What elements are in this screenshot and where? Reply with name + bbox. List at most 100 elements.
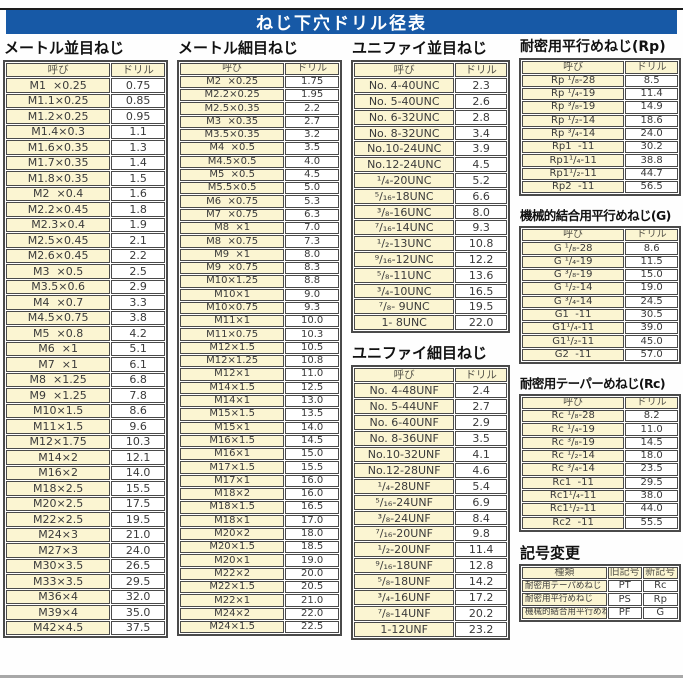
table-row: M11×0.75 10.3	[180, 328, 339, 341]
name-cell: M39×4	[6, 605, 111, 620]
value-cell: 38.0	[625, 489, 678, 503]
name-cell: 耐密用テーパめねじ	[522, 580, 607, 593]
table-row: M5 ×0.5 4.5	[180, 168, 339, 182]
value-cell: 17.0	[285, 514, 339, 527]
table-row: No.12-28UNF 4.6	[354, 462, 507, 478]
page-title-bar: ねじ下穴ドリル径表	[6, 8, 677, 34]
value-cell: 11.4	[455, 542, 507, 558]
name-cell: M11×0.75	[180, 328, 285, 341]
value-cell: 14.5	[625, 436, 678, 450]
table-row: M17×1.5 15.5	[180, 461, 339, 474]
table-row: 耐密用平行めねじ PS Rp	[522, 593, 678, 606]
table-row: ⁵/₈-18UNF 14.2	[354, 574, 507, 590]
table-rc: 呼び ドリル Rc ¹/₈-28 8.2 Rc ¹/₄-19 11.0 Rc ³/₈-19 1…	[519, 393, 681, 532]
header-row: 種類 旧記号 新記号	[522, 567, 678, 580]
value-cell: 5.0	[285, 182, 339, 195]
name-cell: M8 ×1	[180, 222, 285, 235]
name-cell: G1¹/₂-11	[522, 335, 625, 348]
name-cell: No. 8-36UNF	[354, 431, 455, 446]
table-row: ¹/₄-20UNC 5.2	[354, 173, 507, 188]
value-cell: 2.1	[111, 233, 165, 248]
column-pipe-threads: 耐密用平行めねじ(Rp) 呼び ドリル Rp ¹/₈-28 8.5 Rp ¹/₄-19 1…	[519, 39, 681, 622]
value-cell: 11.4	[625, 87, 678, 101]
name-cell: No. 4-48UNF	[354, 383, 455, 399]
value-cell: 1.8	[111, 202, 165, 217]
value-cell: 10.3	[111, 434, 165, 449]
name-cell: M15×1	[180, 421, 285, 434]
value-cell: 9.3	[455, 220, 507, 236]
table-row: 1-12UNF 23.2	[354, 621, 507, 637]
value-cell: 18.6	[625, 114, 678, 127]
name-cell: M5.5×0.5	[180, 182, 285, 195]
value-cell: 1.75	[285, 75, 339, 89]
name-cell: M4.5×0.75	[6, 310, 111, 325]
table-row: No. 8-36UNF 3.5	[354, 431, 507, 446]
value-cell: 14.5	[285, 434, 339, 448]
name-cell: M1.2×0.25	[6, 109, 111, 124]
table-row: M4 ×0.7 3.3	[6, 295, 165, 310]
table-row: Rc ³/₄-14 23.5	[522, 463, 678, 476]
value-cell: 2.2	[111, 248, 165, 263]
value-cell: 17.5	[111, 496, 165, 511]
column-header: ドリル	[455, 62, 507, 78]
name-cell: ¹/₄-20UNC	[354, 173, 455, 188]
header-row: 呼び ドリル	[522, 229, 678, 242]
name-cell: M18×1	[180, 514, 285, 527]
table-row: Rc ³/₈-19 14.5	[522, 436, 678, 450]
table-row: ⁵/₈-11UNC 13.6	[354, 267, 507, 283]
column-header: 呼び	[522, 396, 625, 410]
table-row: M39×4 35.0	[6, 605, 165, 620]
table-row: 1- 8UNC 22.0	[354, 315, 507, 331]
value-cell: 3.4	[455, 125, 507, 141]
table-row: M4 ×0.5 3.5	[180, 142, 339, 155]
value-cell: 20.0	[285, 567, 339, 581]
value-cell: 2.6	[455, 94, 507, 109]
table-row: Rc1¹/₂-11 44.0	[522, 503, 678, 516]
name-cell: No. 8-32UNC	[354, 125, 455, 141]
table-row: M1 ×0.25 0.75	[6, 78, 165, 93]
value-cell: PF	[607, 606, 642, 619]
name-cell: G ³/₄-14	[522, 295, 625, 308]
table-row: M12×1 11.0	[180, 368, 339, 381]
table-row: Rc2 -11 55.5	[522, 516, 678, 529]
column-header: 呼び	[354, 62, 455, 78]
value-cell: 22.0	[455, 315, 507, 331]
name-cell: M14×1.5	[180, 381, 285, 394]
table-row: M7 ×0.75 6.3	[180, 208, 339, 222]
name-cell: ⁹/₁₆-12UNC	[354, 252, 455, 267]
name-cell: No. 6-32UNC	[354, 109, 455, 125]
name-cell: G2 -11	[522, 348, 625, 362]
value-cell: 15.0	[285, 448, 339, 461]
name-cell: No. 6-40UNF	[354, 415, 455, 431]
table-row: M24×2 22.0	[180, 607, 339, 620]
table-row: M1.1×0.25 0.85	[6, 93, 165, 108]
table-row: ⁹/₁₆-12UNC 12.2	[354, 252, 507, 267]
name-cell: M1.7×0.35	[6, 155, 111, 170]
header-row: 呼び ドリル	[6, 62, 165, 77]
name-cell: M42×4.5	[6, 620, 111, 635]
table-row: ⁹/₁₆-18UNF 12.8	[354, 558, 507, 574]
value-cell: 14.9	[625, 101, 678, 114]
name-cell: M11×1.5	[6, 419, 111, 434]
table-row: M2.2×0.45 1.8	[6, 202, 165, 217]
value-cell: 2.7	[285, 115, 339, 128]
name-cell: ¹/₂-13UNC	[354, 236, 455, 252]
table-row: M6 ×1 5.1	[6, 341, 165, 356]
name-cell: No.10-32UNF	[354, 447, 455, 462]
name-cell: G ¹/₄-19	[522, 255, 625, 268]
table-row: No. 4-48UNF 2.4	[354, 383, 507, 399]
table-row: No.10-32UNF 4.1	[354, 447, 507, 462]
table-row: M6 ×0.75 5.3	[180, 195, 339, 208]
name-cell: M14×1	[180, 394, 285, 408]
table-row: M2 ×0.25 1.75	[180, 75, 339, 89]
value-cell: 1.5	[111, 171, 165, 186]
value-cell: 3.8	[111, 310, 165, 325]
name-cell: M17×1.5	[180, 461, 285, 474]
table-row: M17×1 16.0	[180, 474, 339, 487]
name-cell: No. 5-40UNC	[354, 94, 455, 109]
table-row: ⁷/₈-14UNF 20.2	[354, 605, 507, 621]
value-cell: 8.8	[285, 275, 339, 288]
value-cell: 21.0	[111, 527, 165, 542]
table-row: M15×1 14.0	[180, 421, 339, 434]
table-row: M1.7×0.35 1.4	[6, 155, 165, 170]
